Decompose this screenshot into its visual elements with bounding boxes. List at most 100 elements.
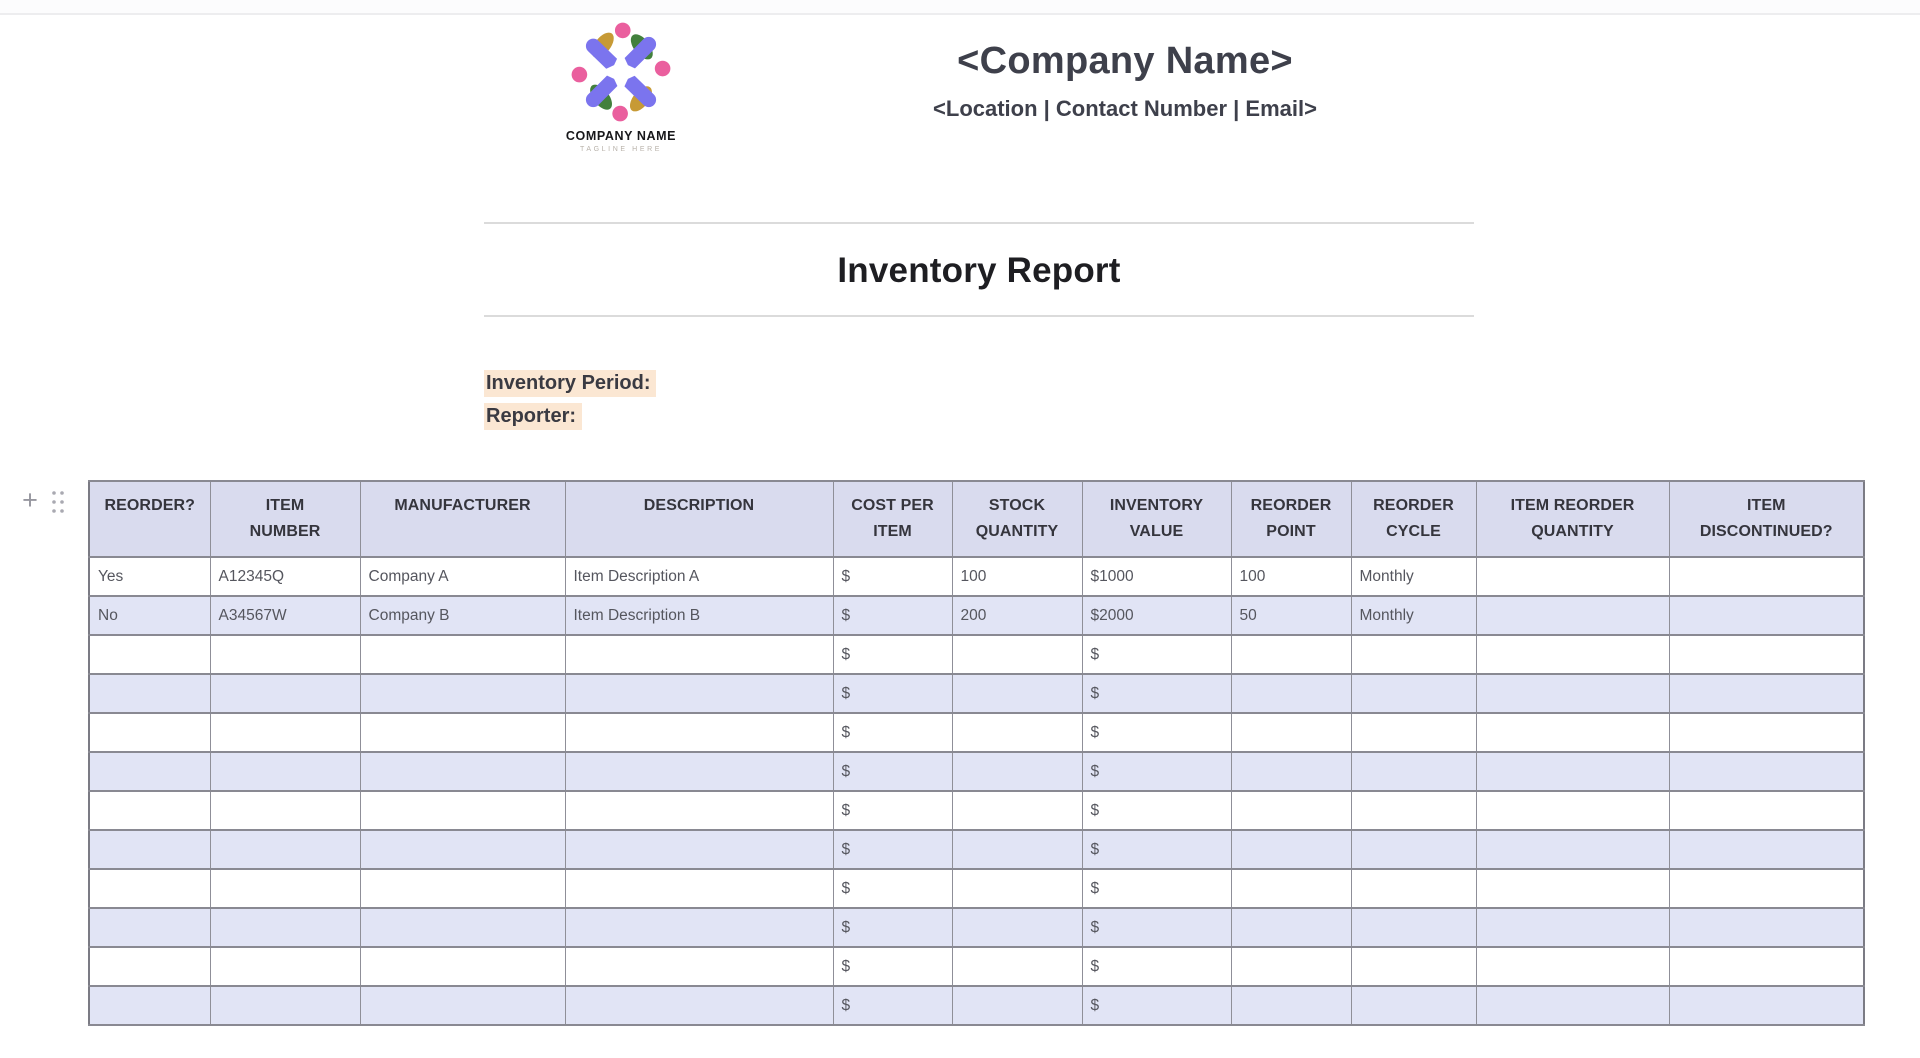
cell-cost-per-item[interactable]: $ [832, 946, 953, 987]
cell-stock-quantity[interactable]: 200 [951, 595, 1083, 636]
cell-inventory-value[interactable]: $ [1081, 634, 1232, 675]
cell-reorder-cycle[interactable] [1350, 829, 1477, 870]
cell-item-discontinued[interactable] [1668, 634, 1865, 675]
cell-item-reorder-quantity[interactable] [1475, 907, 1670, 948]
cell-reorder-cycle[interactable] [1350, 673, 1477, 714]
cell-reorder[interactable] [88, 751, 211, 792]
cell-reorder-cycle[interactable] [1350, 946, 1477, 987]
cell-item-discontinued[interactable] [1668, 985, 1865, 1026]
cell-item-discontinued[interactable] [1668, 946, 1865, 987]
cell-reorder-point[interactable] [1230, 946, 1352, 987]
cell-description[interactable] [564, 829, 834, 870]
cell-cost-per-item[interactable]: $ [832, 556, 953, 597]
cell-item-discontinued[interactable] [1668, 712, 1865, 753]
cell-manufacturer[interactable] [359, 946, 566, 987]
cell-reorder-point[interactable] [1230, 829, 1352, 870]
cell-description[interactable]: Item Description A [564, 556, 834, 597]
inventory-period-label[interactable]: Inventory Period: [484, 370, 657, 397]
cell-reorder[interactable] [88, 790, 211, 831]
cell-reorder-cycle[interactable] [1350, 712, 1477, 753]
cell-inventory-value[interactable]: $ [1081, 673, 1232, 714]
cell-reorder-point[interactable] [1230, 673, 1352, 714]
cell-manufacturer[interactable] [359, 868, 566, 909]
cell-cost-per-item[interactable]: $ [832, 868, 953, 909]
cell-stock-quantity[interactable] [951, 985, 1083, 1026]
cell-reorder-point[interactable]: 100 [1230, 556, 1352, 597]
cell-description[interactable] [564, 751, 834, 792]
cell-item-number[interactable] [209, 634, 361, 675]
cell-reorder-cycle[interactable] [1350, 790, 1477, 831]
cell-reorder[interactable]: Yes [88, 556, 211, 597]
cell-manufacturer[interactable] [359, 751, 566, 792]
cell-reorder-cycle[interactable] [1350, 751, 1477, 792]
cell-item-discontinued[interactable] [1668, 556, 1865, 597]
cell-item-reorder-quantity[interactable] [1475, 868, 1670, 909]
cell-cost-per-item[interactable]: $ [832, 712, 953, 753]
reporter-label[interactable]: Reporter: [484, 403, 583, 430]
cell-description[interactable]: Item Description B [564, 595, 834, 636]
cell-cost-per-item[interactable]: $ [832, 673, 953, 714]
cell-cost-per-item[interactable]: $ [832, 907, 953, 948]
cell-description[interactable] [564, 946, 834, 987]
cell-manufacturer[interactable] [359, 907, 566, 948]
cell-item-number[interactable] [209, 673, 361, 714]
cell-description[interactable] [564, 634, 834, 675]
cell-item-number[interactable] [209, 946, 361, 987]
cell-cost-per-item[interactable]: $ [832, 595, 953, 636]
cell-reorder-point[interactable] [1230, 712, 1352, 753]
cell-item-number[interactable] [209, 985, 361, 1026]
cell-item-reorder-quantity[interactable] [1475, 751, 1670, 792]
cell-reorder[interactable] [88, 634, 211, 675]
cell-item-reorder-quantity[interactable] [1475, 556, 1670, 597]
cell-cost-per-item[interactable]: $ [832, 790, 953, 831]
cell-item-discontinued[interactable] [1668, 673, 1865, 714]
cell-stock-quantity[interactable] [951, 634, 1083, 675]
cell-item-discontinued[interactable] [1668, 751, 1865, 792]
cell-item-number[interactable]: A12345Q [209, 556, 361, 597]
cell-reorder-cycle[interactable] [1350, 985, 1477, 1026]
cell-cost-per-item[interactable]: $ [832, 751, 953, 792]
cell-stock-quantity[interactable] [951, 790, 1083, 831]
cell-item-discontinued[interactable] [1668, 790, 1865, 831]
cell-cost-per-item[interactable]: $ [832, 829, 953, 870]
cell-inventory-value[interactable]: $1000 [1081, 556, 1232, 597]
cell-inventory-value[interactable]: $ [1081, 907, 1232, 948]
cell-inventory-value[interactable]: $ [1081, 946, 1232, 987]
cell-reorder[interactable] [88, 868, 211, 909]
cell-reorder-point[interactable] [1230, 868, 1352, 909]
cell-item-number[interactable] [209, 829, 361, 870]
cell-reorder-cycle[interactable] [1350, 907, 1477, 948]
cell-stock-quantity[interactable]: 100 [951, 556, 1083, 597]
cell-item-number[interactable] [209, 907, 361, 948]
cell-item-reorder-quantity[interactable] [1475, 790, 1670, 831]
cell-reorder[interactable] [88, 907, 211, 948]
cell-reorder[interactable] [88, 673, 211, 714]
cell-manufacturer[interactable] [359, 829, 566, 870]
cell-reorder[interactable] [88, 985, 211, 1026]
cell-cost-per-item[interactable]: $ [832, 634, 953, 675]
cell-cost-per-item[interactable]: $ [832, 985, 953, 1026]
cell-item-reorder-quantity[interactable] [1475, 673, 1670, 714]
cell-manufacturer[interactable] [359, 712, 566, 753]
cell-description[interactable] [564, 985, 834, 1026]
cell-reorder-cycle[interactable] [1350, 868, 1477, 909]
cell-item-number[interactable] [209, 790, 361, 831]
cell-reorder-point[interactable] [1230, 985, 1352, 1026]
cell-item-number[interactable] [209, 868, 361, 909]
cell-description[interactable] [564, 790, 834, 831]
cell-stock-quantity[interactable] [951, 907, 1083, 948]
cell-item-reorder-quantity[interactable] [1475, 712, 1670, 753]
cell-manufacturer[interactable]: Company B [359, 595, 566, 636]
cell-item-reorder-quantity[interactable] [1475, 595, 1670, 636]
cell-item-reorder-quantity[interactable] [1475, 634, 1670, 675]
cell-item-discontinued[interactable] [1668, 868, 1865, 909]
cell-reorder-cycle[interactable] [1350, 634, 1477, 675]
cell-description[interactable] [564, 712, 834, 753]
cell-inventory-value[interactable]: $ [1081, 985, 1232, 1026]
cell-inventory-value[interactable]: $ [1081, 790, 1232, 831]
cell-description[interactable] [564, 673, 834, 714]
add-block-button[interactable]: + [22, 485, 38, 515]
cell-reorder[interactable] [88, 829, 211, 870]
cell-reorder-point[interactable] [1230, 751, 1352, 792]
cell-stock-quantity[interactable] [951, 712, 1083, 753]
